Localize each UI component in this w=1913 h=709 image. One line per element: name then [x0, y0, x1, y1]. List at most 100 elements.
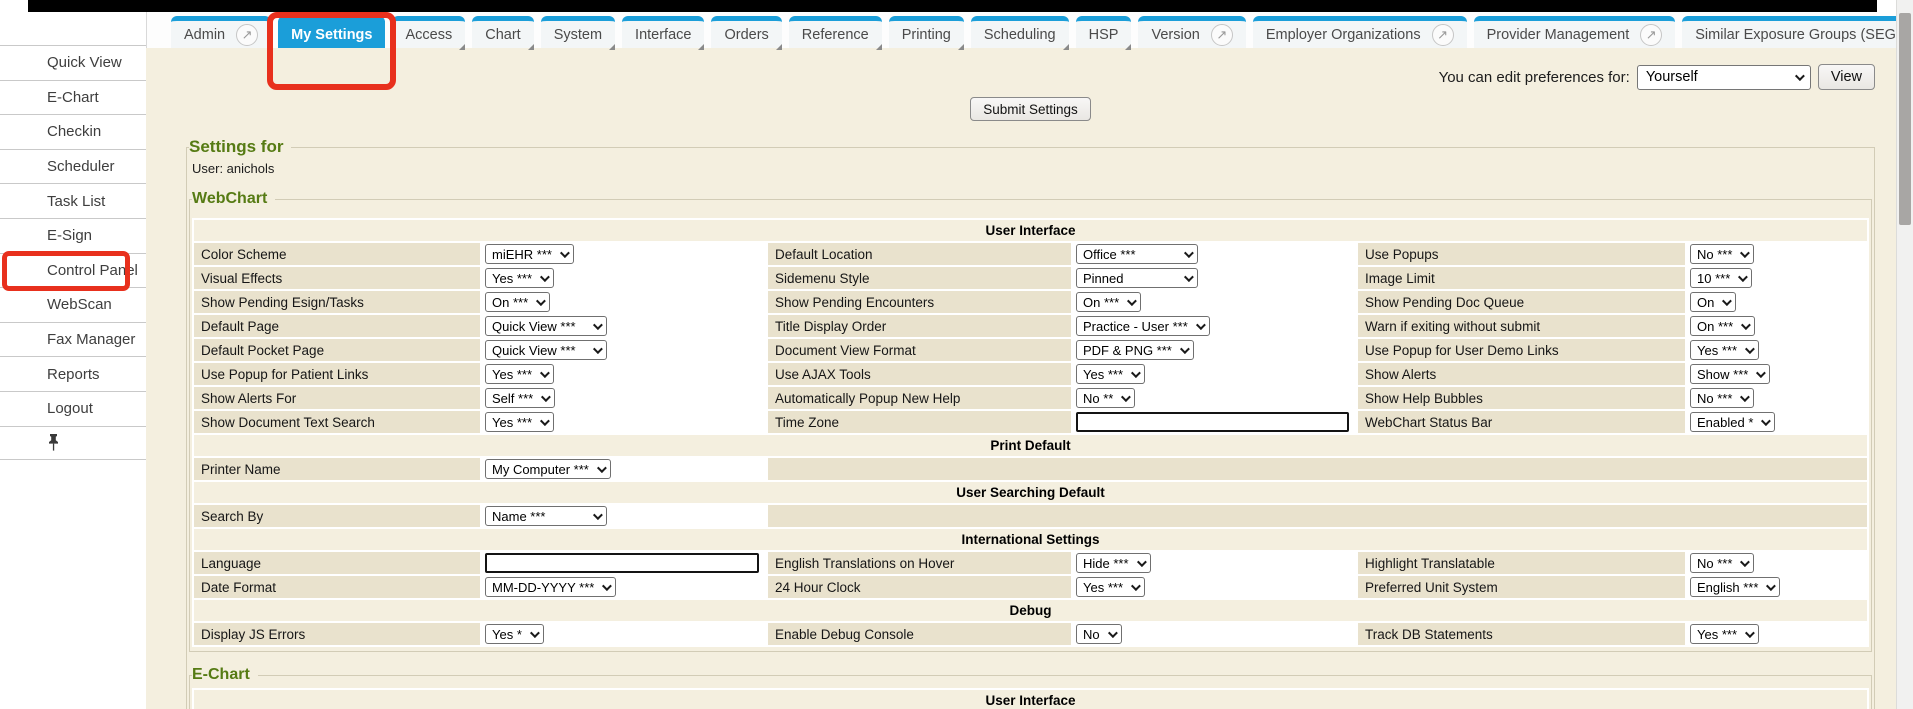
setting-value-cell: Yes ***	[482, 363, 766, 385]
sidebar-item-fax-manager[interactable]: Fax Manager	[0, 321, 146, 357]
tab-version[interactable]: Version ↗	[1138, 16, 1246, 48]
view-button[interactable]: View	[1817, 64, 1875, 90]
open-in-new-window-icon[interactable]: ↗	[1431, 23, 1454, 46]
sidebar-item-scheduler[interactable]: Scheduler	[0, 148, 146, 184]
chevron-down-icon	[592, 509, 603, 520]
select-use-popups[interactable]: No ***	[1690, 244, 1755, 264]
group-header-user-searching-default: User Searching Default	[194, 482, 1867, 503]
tab-employer-organizations[interactable]: Employer Organizations ↗	[1252, 16, 1467, 48]
tab-scheduling[interactable]: Scheduling	[970, 16, 1069, 50]
open-in-new-window-icon[interactable]: ↗	[1640, 23, 1663, 46]
select-document-view-format[interactable]: PDF & PNG ***	[1076, 340, 1194, 360]
tab-provider-management[interactable]: Provider Management ↗	[1473, 16, 1676, 48]
setting-label-use-popup-for-patient-links: Use Popup for Patient Links	[194, 363, 480, 385]
chevron-down-icon	[1107, 627, 1118, 638]
setting-value-cell: Pinned	[1073, 267, 1356, 289]
select-search-by[interactable]: Name ***	[485, 506, 607, 526]
tab-reference[interactable]: Reference	[788, 16, 882, 50]
tab-orders[interactable]: Orders	[711, 16, 783, 50]
select-sidemenu-style[interactable]: Pinned	[1076, 268, 1198, 288]
select-use-ajax-tools[interactable]: Yes ***	[1076, 364, 1145, 384]
select-printer-name[interactable]: My Computer ***	[485, 459, 611, 479]
sidebar-item-e-chart[interactable]: E-Chart	[0, 79, 146, 115]
group-header-user-interface: User Interface	[194, 220, 1867, 241]
select-default-pocket-page[interactable]: Quick View ***	[485, 340, 607, 360]
sidebar-item-reports[interactable]: Reports	[0, 356, 146, 391]
settings-sections: WebChart User Interface Color Scheme miEHR …	[189, 190, 1872, 709]
select-value: PDF & PNG ***	[1083, 342, 1172, 358]
tab-system[interactable]: System	[540, 16, 616, 50]
select-show-document-text-search[interactable]: Yes ***	[485, 412, 554, 432]
select-value: Enabled *	[1697, 414, 1754, 430]
main-content: You can edit preferences for: Yourself V…	[146, 48, 1896, 709]
tab-hsp[interactable]: HSP	[1075, 16, 1132, 50]
setting-value-cell: Office ***	[1073, 243, 1356, 265]
sidebar-item-checkin[interactable]: Checkin	[0, 114, 146, 149]
tab-similar-exposure-groups-segs[interactable]: Similar Exposure Groups (SEGs)↗	[1682, 16, 1913, 48]
settings-row: Use Popup for Patient Links Yes *** Use AJ…	[194, 363, 1867, 385]
sidebar-item-label: Task List	[47, 192, 106, 210]
select-track-db-statements[interactable]: Yes ***	[1690, 624, 1759, 644]
sidebar-item-logout[interactable]: Logout	[0, 390, 146, 426]
preferences-user-select[interactable]: Yourself	[1636, 64, 1811, 90]
setting-value-cell	[482, 552, 766, 574]
tab-admin[interactable]: Admin ↗	[171, 16, 272, 48]
select-preferred-unit-system[interactable]: English ***	[1690, 577, 1781, 597]
select-display-js-errors[interactable]: Yes *	[485, 624, 544, 644]
sidebar-pin-toggle[interactable]	[0, 425, 146, 461]
select-default-location[interactable]: Office ***	[1076, 244, 1198, 264]
select-show-alerts[interactable]: Show ***	[1690, 364, 1771, 384]
select-value: English ***	[1697, 579, 1759, 595]
select-enable-debug-console[interactable]: No	[1076, 624, 1122, 644]
input-language[interactable]	[485, 553, 759, 573]
select-24-hour-clock[interactable]: Yes ***	[1076, 577, 1145, 597]
scrollbar-thumb[interactable]	[1899, 13, 1911, 225]
open-in-new-window-icon[interactable]: ↗	[1210, 23, 1233, 46]
open-in-new-window-icon[interactable]: ↗	[236, 23, 259, 46]
chevron-down-icon	[541, 391, 552, 402]
sidebar-item-control-panel[interactable]: Control Panel	[0, 250, 146, 292]
settings-row: Display JS Errors Yes * Enable Debug Conso…	[194, 623, 1867, 645]
select-visual-effects[interactable]: Yes ***	[485, 268, 554, 288]
select-title-display-order[interactable]: Practice - User ***	[1076, 316, 1210, 336]
chevron-down-icon	[1738, 271, 1749, 282]
select-automatically-popup-new-help[interactable]: No **	[1076, 388, 1136, 408]
setting-value-cell: Show ***	[1687, 363, 1867, 385]
setting-label-default-pocket-page: Default Pocket Page	[194, 339, 480, 361]
select-show-help-bubbles[interactable]: No ***	[1690, 388, 1755, 408]
chevron-down-icon	[1183, 247, 1194, 258]
setting-value-cell: Quick View ***	[482, 339, 766, 361]
select-image-limit[interactable]: 10 ***	[1690, 268, 1753, 288]
tab-interface[interactable]: Interface	[622, 16, 705, 50]
group-header-international-settings: International Settings	[194, 529, 1867, 550]
setting-value-cell: Enabled *	[1687, 411, 1867, 433]
select-use-popup-for-patient-links[interactable]: Yes ***	[485, 364, 554, 384]
select-webchart-status-bar[interactable]: Enabled *	[1690, 412, 1776, 432]
chevron-down-icon	[1121, 391, 1132, 402]
select-show-pending-encounters[interactable]: On ***	[1076, 292, 1142, 312]
select-highlight-translatable[interactable]: No ***	[1690, 553, 1755, 573]
sidebar-item-task-list[interactable]: Task List	[0, 183, 146, 218]
select-warn-if-exiting-without-submit[interactable]: On ***	[1690, 316, 1756, 336]
select-color-scheme[interactable]: miEHR ***	[485, 244, 574, 264]
select-show-pending-esign-tasks[interactable]: On ***	[485, 292, 551, 312]
sidebar-item-webscan[interactable]: WebScan	[0, 287, 146, 322]
tab-printing[interactable]: Printing	[888, 16, 965, 50]
setting-value-cell: Quick View ***	[482, 315, 766, 337]
select-use-popup-for-user-demo-links[interactable]: Yes ***	[1690, 340, 1759, 360]
input-time-zone[interactable]	[1076, 412, 1349, 432]
tab-chart[interactable]: Chart	[472, 16, 535, 50]
vertical-scrollbar[interactable]	[1896, 0, 1913, 709]
select-show-alerts-for[interactable]: Self ***	[485, 388, 556, 408]
select-date-format[interactable]: MM-DD-YYYY ***	[485, 577, 617, 597]
sidebar-item-e-sign[interactable]: E-Sign	[0, 217, 146, 253]
select-show-pending-doc-queue[interactable]: On	[1690, 292, 1737, 312]
settings-row: Show Pending Esign/Tasks On *** Show Pendi…	[194, 291, 1867, 313]
submit-settings-button[interactable]: Submit Settings	[970, 97, 1091, 121]
tab-access[interactable]: Access	[392, 16, 466, 50]
select-value: No	[1083, 626, 1100, 642]
sidebar-item-quick-view[interactable]: Quick View	[0, 45, 146, 80]
tab-my-settings[interactable]: My Settings	[267, 12, 397, 90]
select-default-page[interactable]: Quick View ***	[485, 316, 607, 336]
select-english-translations-on-hover[interactable]: Hide ***	[1076, 553, 1151, 573]
